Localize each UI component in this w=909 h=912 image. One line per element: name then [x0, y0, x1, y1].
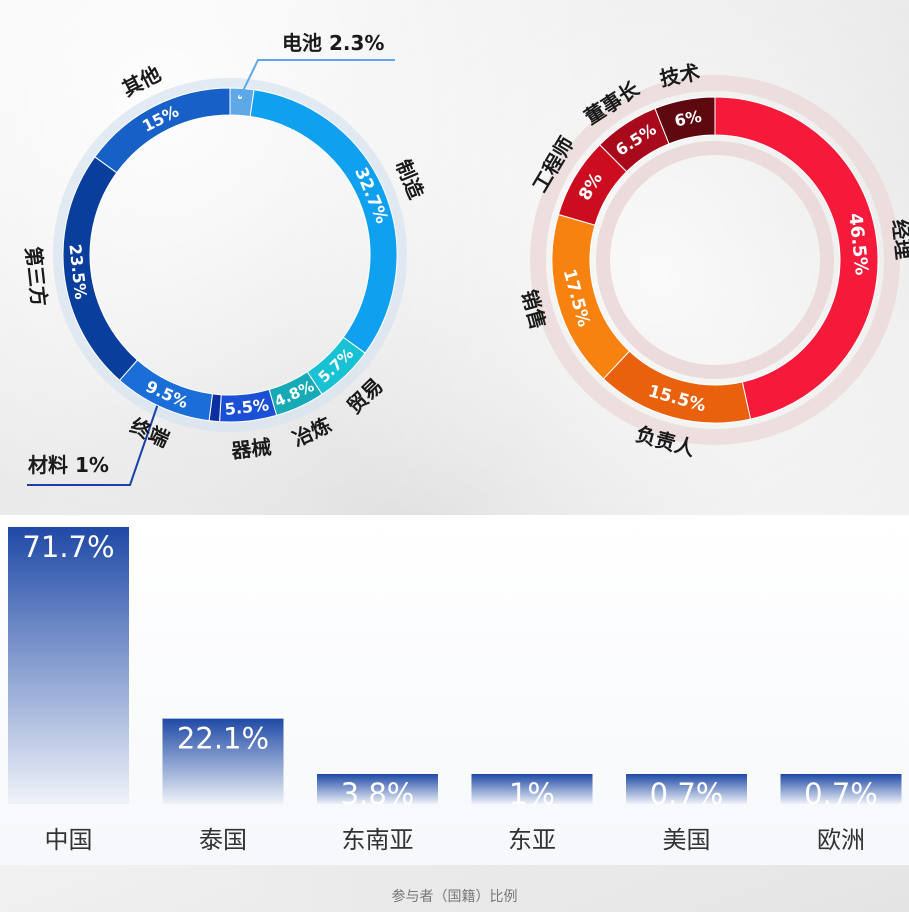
callout-label: 电池 2.3%	[282, 31, 384, 55]
slice-category-label: 经理	[888, 218, 909, 260]
donut-slice-slice-9	[94, 87, 231, 174]
bar-value-label: 22.1%	[177, 722, 269, 756]
bar-value-label: 3.8%	[341, 777, 415, 811]
bar-chart-nationality: 71.7% 中国 22.1% 泰国 3.8% 东南亚 1% 东亚 0.7% 美国 0.7% 欧洲	[8, 527, 902, 854]
bar-value-label: 0.7%	[804, 777, 878, 811]
blue-donut-halo	[53, 78, 407, 432]
bar-value-label: 1%	[509, 777, 555, 811]
bar-category-label: 泰国	[199, 826, 247, 854]
bar-category-label: 东亚	[508, 826, 556, 854]
bar	[317, 774, 438, 804]
donut-slice-slice-6	[654, 96, 716, 145]
slice-category-label: 器械	[229, 435, 272, 463]
bar	[780, 774, 902, 804]
callout-line	[239, 59, 395, 98]
bar	[471, 774, 593, 804]
callout-line	[27, 391, 163, 486]
bar	[626, 774, 747, 804]
bar-value-label: 71.7%	[22, 530, 114, 564]
red-donut-halo	[530, 75, 900, 445]
bar	[8, 527, 129, 804]
bar-category-label: 中国	[45, 826, 93, 854]
bar-category-label: 东南亚	[342, 826, 414, 854]
slice-category-label: 第三方	[21, 245, 51, 307]
bar-value-label: 0.7%	[650, 777, 724, 811]
red-donut-inner-ring	[596, 141, 834, 379]
donut-slice-slice-1	[714, 96, 879, 420]
callout-label: 材料 1%	[28, 453, 109, 477]
slice-value-label: 5.5%	[224, 395, 270, 419]
bar-category-label: 美国	[663, 826, 711, 854]
slice-value-label: 6%	[673, 107, 703, 131]
chart-title: 参与者（国籍）比例	[391, 889, 518, 905]
bar	[162, 718, 284, 804]
bar-category-label: 欧洲	[817, 826, 865, 854]
bar-chart-panel	[0, 515, 909, 865]
